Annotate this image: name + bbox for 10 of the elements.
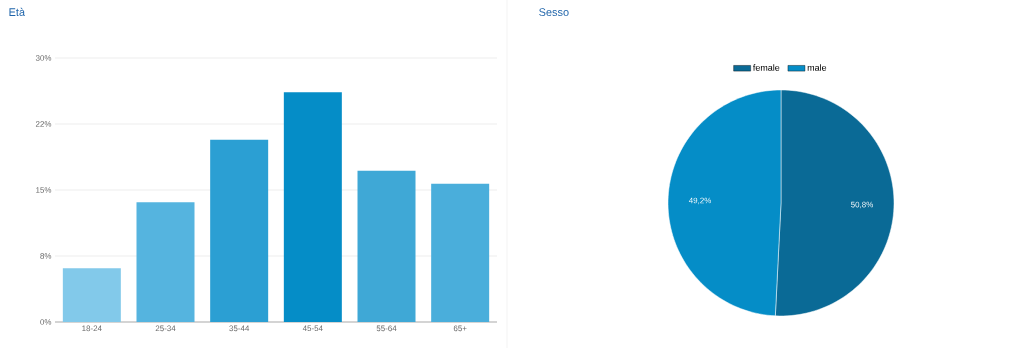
bar <box>210 139 269 322</box>
bar <box>283 92 342 322</box>
chart-title: Età <box>9 7 26 16</box>
bar <box>62 268 121 322</box>
legend-label: female <box>752 64 780 71</box>
text: Sesso <box>539 8 569 17</box>
bar <box>431 183 490 322</box>
legend-label: male <box>807 64 827 71</box>
bar <box>136 202 195 322</box>
bar <box>357 170 416 322</box>
